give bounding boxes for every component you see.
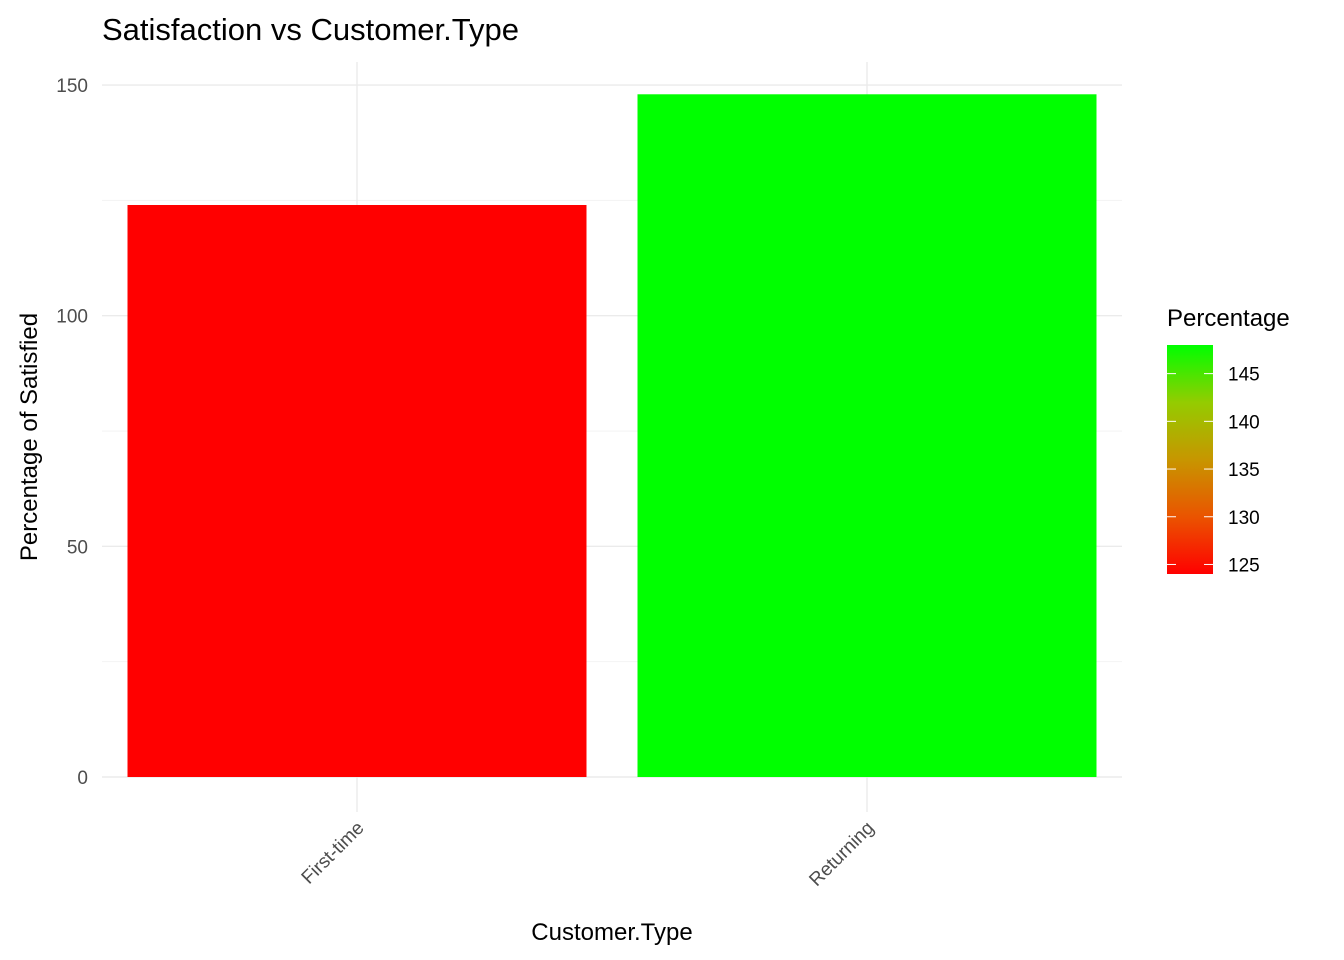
colorbar-label: 135	[1228, 460, 1260, 481]
colorbar-label: 130	[1228, 508, 1260, 529]
colorbar-ticks: 125 130 135 140 145	[1167, 365, 1260, 576]
colorbar-label: 125	[1228, 555, 1260, 576]
colorbar-label: 145	[1228, 365, 1260, 386]
x-tick-label: Returning	[805, 818, 878, 891]
y-tick-label: 100	[56, 307, 88, 328]
chart-title: Satisfaction vs Customer.Type	[102, 12, 519, 47]
x-axis-ticks: First-time Returning	[298, 818, 879, 891]
x-axis-title: Customer.Type	[531, 919, 692, 946]
bar-returning	[637, 94, 1097, 777]
legend-title: Percentage	[1167, 305, 1290, 332]
y-tick-label: 150	[56, 76, 88, 97]
y-axis-title: Percentage of Satisfied	[16, 313, 43, 561]
x-tick-label: First-time	[298, 818, 369, 889]
y-tick-label: 50	[67, 537, 88, 558]
y-axis-ticks: 0 50 100 150	[56, 76, 88, 789]
bars	[127, 94, 1097, 777]
color-legend: Percentage 125 130 135 140 145	[1167, 305, 1290, 576]
bar-first-time	[127, 205, 587, 777]
colorbar-label: 140	[1228, 412, 1260, 433]
colorbar	[1167, 345, 1213, 574]
y-tick-label: 0	[77, 768, 88, 789]
